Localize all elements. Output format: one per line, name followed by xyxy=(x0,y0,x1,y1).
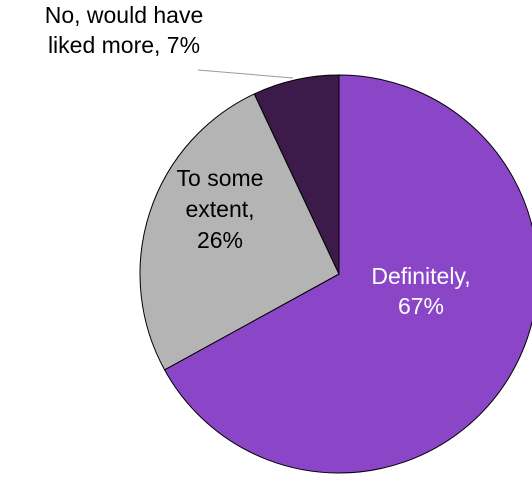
pie-slice-no-would-have-liked-more xyxy=(253,74,340,275)
data-label-no-would-have-liked-more: No, would have liked more, 7% xyxy=(45,2,204,58)
pie-slice-to-some-extent xyxy=(139,93,340,371)
slices-layer xyxy=(139,74,532,474)
labels-layer: Definitely, 67% To some extent, 26% No, would… xyxy=(45,2,471,319)
data-label-line: extent, xyxy=(185,196,254,222)
leader-layer xyxy=(197,69,294,79)
data-label-line: 26% xyxy=(197,227,243,253)
data-label-line: To some xyxy=(177,165,264,191)
pie-slice-definitely xyxy=(164,74,532,474)
data-label-to-some-extent: To some extent, 26% xyxy=(177,165,264,253)
data-label-line: Definitely, xyxy=(371,263,470,289)
data-label-line: liked more, 7% xyxy=(48,32,200,58)
leader-line xyxy=(197,69,294,79)
data-label-definitely: Definitely, 67% xyxy=(371,263,470,319)
data-label-line: 67% xyxy=(398,293,444,319)
data-label-line: No, would have xyxy=(45,2,204,28)
